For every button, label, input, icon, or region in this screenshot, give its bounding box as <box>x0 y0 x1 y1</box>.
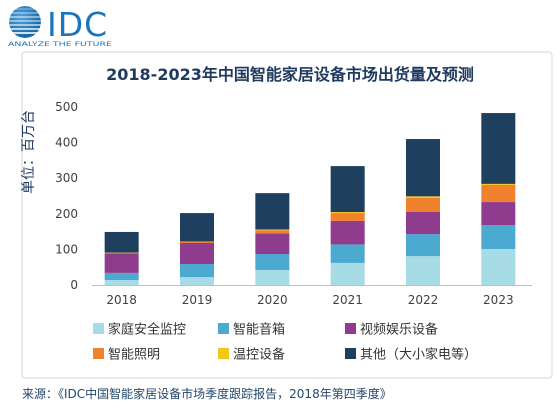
legend-swatch <box>218 323 229 334</box>
y-tick-label: 0 <box>70 278 78 292</box>
legend-label: 视频娱乐设备 <box>360 322 438 338</box>
legend-label: 家庭安全监控 <box>108 322 186 338</box>
x-tick-label: 2021 <box>332 293 363 307</box>
bar-segment-2018-series-0 <box>104 280 139 285</box>
bar-segment-2023-series-4 <box>481 183 516 185</box>
bar-segment-2023-series-3 <box>481 184 516 203</box>
bar-segment-2022-series-4 <box>406 196 440 198</box>
bar-stack-2021 <box>330 166 365 285</box>
bar-segment-2021-series-0 <box>330 262 365 285</box>
x-tick-label: 2022 <box>408 293 439 307</box>
legend-label: 智能照明 <box>108 348 160 363</box>
bar-segment-2023-series-0 <box>481 249 516 285</box>
bar-segment-2021-series-4 <box>330 212 365 214</box>
bar-stack-2022 <box>406 139 440 285</box>
bar-segment-2022-series-5 <box>406 139 440 197</box>
legend-label: 温控设备 <box>233 347 285 363</box>
bar-segment-2020-series-0 <box>255 270 290 285</box>
bar-stack-2020 <box>255 193 290 285</box>
legend-item: 温控设备 <box>218 347 285 363</box>
bar-segment-2020-series-2 <box>255 233 290 255</box>
y-tick-label: 200 <box>55 207 78 221</box>
y-tick-label: 400 <box>55 136 78 150</box>
bar-segment-2019-series-3 <box>180 241 214 243</box>
logo-text: IDC <box>47 5 108 44</box>
bar-segment-2021-series-2 <box>330 220 365 245</box>
source-note: 来源：《IDC中国智能家居设备市场季度跟踪报告，2018年第四季度》 <box>22 386 392 401</box>
bar-stack-2018 <box>104 231 139 285</box>
bar-segment-2022-series-2 <box>406 212 440 235</box>
x-tick-label: 2019 <box>182 293 213 307</box>
legend-swatch <box>93 323 104 334</box>
bar-stack-2019 <box>180 213 214 285</box>
bar-segment-2019-series-5 <box>180 213 214 242</box>
legend-item: 智能音箱 <box>218 322 285 338</box>
bar-segment-2019-series-0 <box>180 277 214 285</box>
chart-title: 2018-2023年中国智能家居设备市场出货量及预测 <box>106 65 474 84</box>
bar-stack-2023 <box>481 113 516 285</box>
x-tick-label: 2023 <box>483 293 514 307</box>
logo-tagline: ANALYZE THE FUTURE <box>8 40 112 48</box>
bar-segment-2022-series-1 <box>406 234 440 257</box>
legend-swatch <box>345 348 356 359</box>
chart-frame <box>21 51 553 379</box>
legend-label: 其他（大小家电等） <box>360 347 477 363</box>
legend-item: 智能照明 <box>93 348 160 363</box>
bar-segment-2019-series-2 <box>180 242 214 264</box>
bar-segment-2018-series-1 <box>104 272 139 281</box>
y-axis-label: 单位：百万台 <box>21 110 37 194</box>
bar-segment-2020-series-5 <box>255 193 290 230</box>
idc-logo: IDC ANALYZE THE FUTURE <box>8 5 112 48</box>
legend-swatch <box>218 348 229 359</box>
bar-segment-2021-series-3 <box>330 213 365 221</box>
bar-segment-2020-series-1 <box>255 254 290 271</box>
bar-segment-2020-series-4 <box>255 229 290 231</box>
x-axis-ticks: 2018 2019 2020 2021 2022 2023 <box>106 293 513 307</box>
legend-item: 家庭安全监控 <box>93 322 186 338</box>
bars <box>104 113 516 285</box>
bar-segment-2018-series-5 <box>104 231 139 253</box>
globe-icon <box>9 6 41 38</box>
bar-segment-2023-series-5 <box>481 113 516 184</box>
bar-segment-2023-series-1 <box>481 225 516 250</box>
bar-segment-2022-series-0 <box>406 256 440 285</box>
bar-segment-2021-series-1 <box>330 244 365 263</box>
legend-swatch <box>345 323 356 334</box>
x-tick-label: 2020 <box>257 293 288 307</box>
bar-segment-2018-series-2 <box>104 253 139 273</box>
legend-swatch <box>93 348 104 359</box>
y-tick-label: 100 <box>55 242 78 256</box>
bar-segment-2021-series-5 <box>330 166 365 213</box>
bar-segment-2023-series-2 <box>481 202 516 226</box>
y-tick-label: 300 <box>55 171 78 185</box>
legend-item: 视频娱乐设备 <box>345 322 438 338</box>
bar-segment-2022-series-3 <box>406 197 440 213</box>
legend-label: 智能音箱 <box>233 322 285 338</box>
legend-item: 其他（大小家电等） <box>345 347 477 363</box>
bar-segment-2020-series-3 <box>255 230 290 234</box>
y-tick-label: 500 <box>55 100 78 114</box>
y-axis-ticks: 0 100 200 300 400 500 <box>55 100 78 292</box>
x-tick-label: 2018 <box>106 293 137 307</box>
bar-segment-2019-series-1 <box>180 263 214 278</box>
